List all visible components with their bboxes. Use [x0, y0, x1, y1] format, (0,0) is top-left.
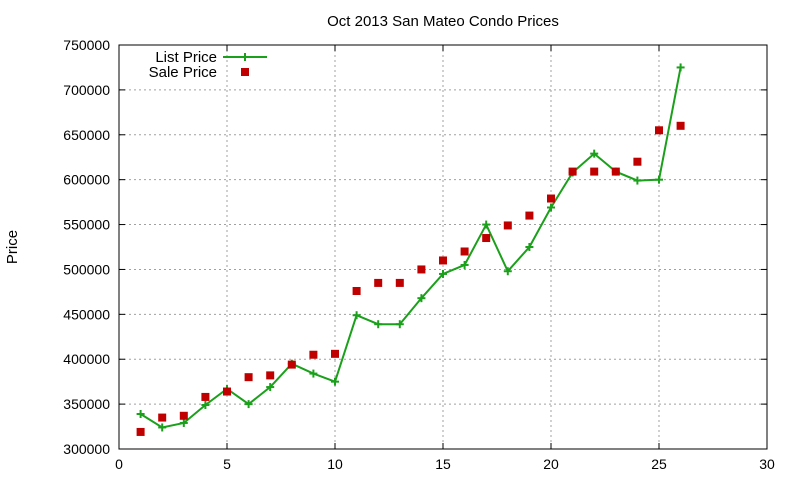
list-price-point — [374, 320, 383, 329]
sale-price-point — [395, 278, 404, 287]
y-tick-label: 550000 — [63, 217, 110, 233]
series-layer — [136, 63, 685, 436]
sale-price-point — [503, 221, 512, 230]
x-tick-label: 10 — [327, 456, 343, 472]
sale-price-series — [136, 121, 685, 436]
sale-price-point — [568, 167, 577, 176]
list-price-point — [482, 220, 491, 229]
x-tick-label: 0 — [115, 456, 123, 472]
sale-price-point — [460, 247, 469, 256]
x-tick-label: 15 — [435, 456, 451, 472]
sale-price-point — [331, 349, 339, 358]
list-price-point — [417, 294, 426, 303]
x-tick-label: 20 — [543, 456, 559, 472]
chart-title: Oct 2013 San Mateo Condo Prices — [327, 13, 559, 30]
axis-ticks: 0 5 10 15 20 25 30 300000 350000 400000 450000 5000… — [63, 37, 775, 472]
y-tick-label: 650000 — [63, 127, 110, 143]
list-price-point — [655, 175, 663, 184]
y-tick-label: 400000 — [63, 351, 110, 367]
list-price-point — [633, 176, 642, 185]
list-price-point — [395, 320, 404, 329]
sale-price-point — [633, 157, 642, 166]
legend-item-sale-price: Sale Price — [149, 64, 249, 81]
x-tick-label: 30 — [759, 456, 775, 472]
sale-price-point — [244, 373, 253, 382]
list-price-point — [352, 311, 361, 320]
sale-price-point — [309, 350, 318, 359]
list-price-point — [503, 267, 512, 276]
y-tick-label: 750000 — [63, 37, 110, 53]
sale-price-point — [525, 211, 534, 220]
list-price-point — [676, 63, 685, 72]
sale-price-point — [201, 392, 210, 401]
list-price-point — [201, 401, 210, 410]
list-price-point — [309, 369, 318, 378]
legend-label: List Price — [155, 49, 217, 66]
y-tick-label: 300000 — [63, 441, 110, 457]
legend-item-list-price: List Price — [155, 49, 267, 66]
sale-price-point — [179, 411, 188, 420]
sale-price-point — [439, 256, 447, 265]
list-price-line — [140, 67, 682, 429]
sale-price-point — [374, 278, 383, 287]
sale-price-point — [611, 167, 620, 176]
grid — [119, 45, 767, 449]
list-price-point — [439, 269, 447, 278]
sale-price-point — [482, 234, 491, 243]
list-price-point — [179, 418, 188, 427]
sale-price-point — [136, 427, 145, 436]
x-tick-label: 25 — [651, 456, 667, 472]
list-price-series — [136, 63, 685, 432]
list-price-point — [525, 243, 534, 251]
list-price-point — [547, 203, 555, 212]
sale-price-point — [547, 194, 555, 203]
sale-price-point — [287, 360, 296, 369]
sale-price-point — [158, 413, 167, 422]
y-tick-label: 450000 — [63, 306, 110, 322]
legend-marker — [241, 68, 249, 76]
y-tick-label: 600000 — [63, 172, 110, 188]
sale-price-point — [417, 265, 426, 274]
y-tick-label: 700000 — [63, 82, 110, 98]
y-tick-label: 350000 — [63, 396, 110, 412]
sale-price-point — [266, 371, 275, 380]
legend-marker — [241, 53, 249, 61]
list-price-point — [460, 260, 469, 269]
sale-price-point — [676, 121, 685, 130]
x-tick-label: 5 — [223, 456, 231, 472]
sale-price-point — [223, 387, 231, 396]
legend-label: Sale Price — [149, 64, 217, 81]
sale-price-point — [590, 167, 599, 176]
sale-price-point — [655, 126, 663, 135]
y-axis-title: Price — [4, 230, 21, 264]
list-price-point — [136, 409, 145, 418]
list-price-point — [590, 149, 599, 158]
list-price-point — [158, 423, 167, 432]
sale-price-point — [352, 286, 361, 295]
list-price-point — [244, 400, 253, 409]
list-price-point — [266, 383, 275, 392]
y-tick-label: 500000 — [63, 261, 110, 277]
list-price-point — [331, 377, 339, 386]
